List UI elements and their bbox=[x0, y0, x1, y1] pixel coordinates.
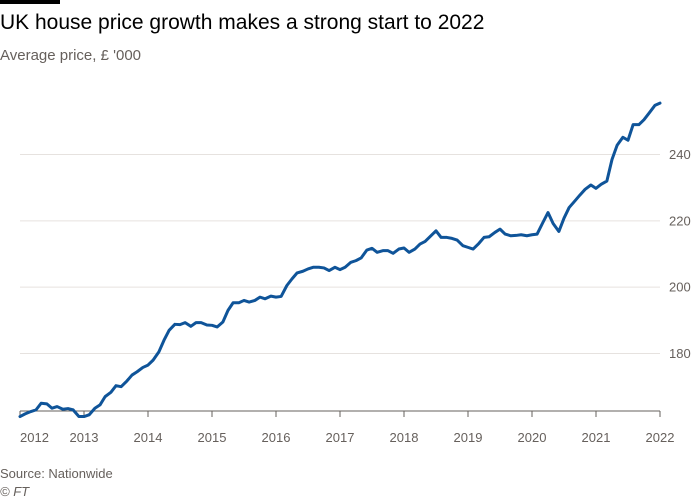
copyright-note: © FT bbox=[0, 484, 30, 499]
x-tick-label: 2018 bbox=[390, 430, 419, 445]
x-tick-label: 2012 bbox=[20, 430, 49, 445]
x-tick-label: 2015 bbox=[198, 430, 227, 445]
x-tick-label: 2016 bbox=[262, 430, 291, 445]
grid-lines bbox=[20, 154, 660, 354]
y-tick-label: 200 bbox=[669, 280, 691, 295]
y-axis: 180 200 220 240 bbox=[669, 147, 691, 361]
x-tick-label: 2022 bbox=[646, 430, 675, 445]
y-tick-label: 180 bbox=[669, 346, 691, 361]
line-chart: 2012 2013 2014 2015 2016 2017 2018 2019 2020 2021… bbox=[18, 101, 691, 445]
y-tick-label: 220 bbox=[669, 213, 691, 228]
x-tick-label: 2017 bbox=[326, 430, 355, 445]
y-tick-label: 240 bbox=[669, 147, 691, 162]
x-tick-label: 2013 bbox=[70, 430, 99, 445]
chart-title: UK house price growth makes a strong sta… bbox=[0, 11, 485, 34]
chart-subtitle: Average price, £ '000 bbox=[0, 47, 142, 64]
x-tick-label: 2020 bbox=[518, 430, 547, 445]
x-axis: 2012 2013 2014 2015 2016 2017 2018 2019 2020 2021… bbox=[19, 410, 675, 445]
x-tick-label: 2019 bbox=[454, 430, 483, 445]
source-note: Source: Nationwide bbox=[0, 466, 113, 481]
x-tick-label: 2021 bbox=[582, 430, 611, 445]
brand-top-bar bbox=[0, 0, 60, 4]
series-layer bbox=[18, 101, 662, 419]
series-line-average-price bbox=[18, 101, 662, 419]
x-tick-label: 2014 bbox=[134, 430, 163, 445]
